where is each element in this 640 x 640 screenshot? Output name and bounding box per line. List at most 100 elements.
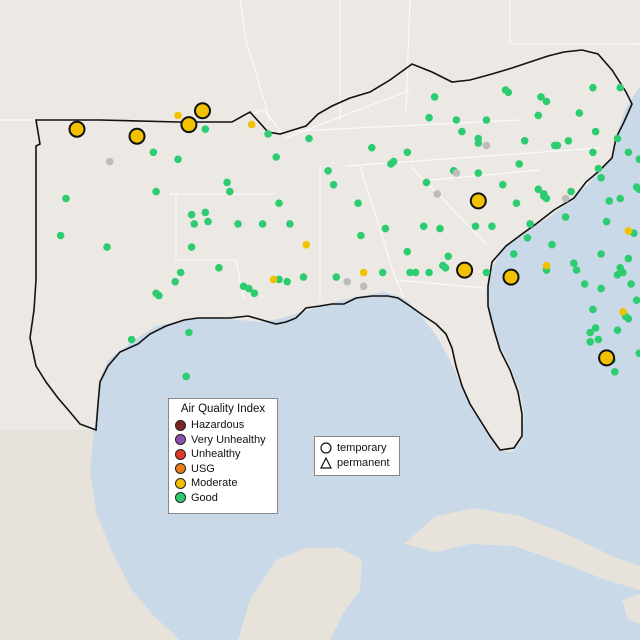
- good-monitor[interactable]: [187, 210, 196, 219]
- good-monitor[interactable]: [616, 194, 624, 203]
- good-monitor[interactable]: [520, 137, 529, 145]
- good-monitor[interactable]: [332, 273, 341, 281]
- good-monitor[interactable]: [534, 185, 543, 194]
- good-monitor[interactable]: [299, 273, 308, 281]
- good-monitor[interactable]: [452, 116, 461, 124]
- good-monitor[interactable]: [627, 280, 635, 288]
- good-monitor[interactable]: [403, 148, 412, 157]
- moderate-monitor[interactable]: [502, 268, 520, 286]
- good-monitor[interactable]: [152, 187, 160, 196]
- good-monitor[interactable]: [482, 116, 491, 124]
- good-monitor[interactable]: [537, 93, 545, 101]
- good-monitor[interactable]: [419, 222, 428, 231]
- good-monitor[interactable]: [403, 247, 412, 256]
- good-monitor[interactable]: [499, 180, 507, 189]
- good-monitor[interactable]: [406, 268, 414, 277]
- good-monitor[interactable]: [632, 183, 640, 191]
- moderate-monitor[interactable]: [194, 102, 211, 120]
- good-monitor[interactable]: [542, 97, 551, 106]
- moderate-monitor-small[interactable]: [247, 120, 256, 129]
- good-monitor[interactable]: [62, 194, 70, 203]
- good-monitor[interactable]: [436, 224, 444, 233]
- good-monitor[interactable]: [534, 111, 543, 120]
- moderate-monitor-small[interactable]: [302, 240, 311, 249]
- good-monitor[interactable]: [171, 277, 179, 286]
- good-monitor[interactable]: [389, 157, 398, 166]
- good-monitor[interactable]: [127, 335, 136, 344]
- inactive-monitor[interactable]: [452, 169, 461, 177]
- good-monitor[interactable]: [201, 125, 210, 133]
- good-monitor[interactable]: [174, 155, 182, 164]
- good-monitor[interactable]: [616, 264, 624, 272]
- good-monitor[interactable]: [561, 213, 570, 221]
- moderate-monitor-small[interactable]: [542, 261, 551, 270]
- good-monitor[interactable]: [605, 197, 614, 205]
- moderate-monitor-small[interactable]: [174, 111, 182, 120]
- good-monitor[interactable]: [441, 264, 450, 272]
- good-monitor[interactable]: [245, 284, 253, 293]
- good-monitor[interactable]: [510, 250, 518, 258]
- moderate-monitor[interactable]: [456, 261, 474, 279]
- good-monitor[interactable]: [589, 148, 597, 157]
- good-monitor[interactable]: [526, 220, 534, 228]
- good-monitor[interactable]: [411, 268, 420, 277]
- good-monitor[interactable]: [501, 86, 510, 94]
- inactive-monitor[interactable]: [433, 190, 442, 198]
- good-monitor[interactable]: [187, 243, 196, 251]
- moderate-monitor-small[interactable]: [269, 275, 278, 284]
- good-monitor[interactable]: [474, 139, 483, 147]
- good-monitor[interactable]: [223, 178, 231, 187]
- good-monitor[interactable]: [275, 275, 283, 284]
- good-monitor[interactable]: [258, 220, 267, 228]
- good-monitor[interactable]: [190, 220, 199, 228]
- inactive-monitor[interactable]: [359, 282, 368, 291]
- good-monitor[interactable]: [624, 314, 633, 323]
- good-monitor[interactable]: [586, 328, 594, 337]
- good-monitor[interactable]: [523, 234, 532, 242]
- good-monitor[interactable]: [444, 252, 453, 261]
- good-monitor[interactable]: [201, 208, 210, 217]
- good-monitor[interactable]: [580, 280, 589, 288]
- inactive-monitor[interactable]: [482, 141, 491, 150]
- good-monitor[interactable]: [548, 240, 556, 249]
- moderate-monitor[interactable]: [469, 192, 487, 210]
- good-monitor[interactable]: [632, 296, 640, 304]
- good-monitor[interactable]: [425, 113, 433, 122]
- good-monitor[interactable]: [226, 187, 234, 196]
- good-monitor[interactable]: [613, 326, 622, 335]
- good-monitor[interactable]: [182, 372, 190, 381]
- good-monitor[interactable]: [613, 134, 622, 143]
- good-monitor[interactable]: [264, 130, 272, 138]
- good-monitor[interactable]: [250, 289, 259, 298]
- good-monitor[interactable]: [422, 178, 431, 187]
- good-monitor[interactable]: [488, 222, 496, 231]
- good-monitor[interactable]: [357, 231, 365, 240]
- moderate-monitor[interactable]: [180, 116, 198, 134]
- good-monitor[interactable]: [430, 93, 439, 101]
- good-monitor[interactable]: [286, 220, 294, 228]
- good-monitor[interactable]: [471, 222, 480, 231]
- good-monitor[interactable]: [324, 167, 332, 175]
- good-monitor[interactable]: [378, 268, 387, 277]
- good-monitor[interactable]: [602, 217, 611, 226]
- good-monitor[interactable]: [591, 127, 600, 136]
- good-monitor[interactable]: [567, 187, 575, 196]
- good-monitor[interactable]: [152, 289, 160, 298]
- moderate-monitor[interactable]: [598, 349, 616, 367]
- good-monitor[interactable]: [586, 338, 594, 346]
- good-monitor[interactable]: [572, 266, 581, 274]
- good-monitor[interactable]: [204, 217, 212, 226]
- good-monitor[interactable]: [275, 199, 283, 207]
- good-monitor[interactable]: [597, 174, 605, 182]
- good-monitor[interactable]: [624, 254, 633, 263]
- good-monitor[interactable]: [368, 143, 376, 152]
- moderate-monitor[interactable]: [68, 120, 86, 138]
- good-monitor[interactable]: [589, 83, 597, 92]
- good-monitor[interactable]: [570, 259, 578, 268]
- inactive-monitor[interactable]: [561, 194, 570, 203]
- good-monitor[interactable]: [425, 268, 433, 277]
- good-monitor[interactable]: [185, 328, 193, 337]
- inactive-monitor[interactable]: [343, 277, 352, 286]
- moderate-monitor[interactable]: [128, 127, 146, 145]
- good-monitor[interactable]: [103, 243, 111, 251]
